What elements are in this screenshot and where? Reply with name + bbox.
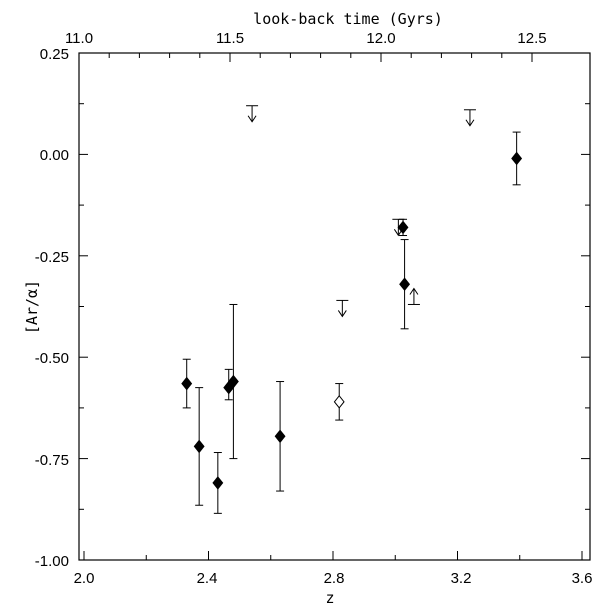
- y-axis-title: [Ar/α]: [23, 280, 41, 334]
- top-tick-label: 12.0: [366, 30, 395, 47]
- top-tick-labels: 11.0 11.5 12.0 12.5: [65, 30, 547, 47]
- y-tick-label: -0.75: [35, 452, 69, 469]
- axis-ticks: [78, 52, 590, 561]
- y-tick-label: 0.00: [40, 147, 69, 164]
- data-point-diamond: [181, 376, 193, 391]
- data-point-diamond: [227, 374, 239, 389]
- top-tick-label: 12.5: [517, 30, 546, 47]
- y-tick-label: -1.00: [35, 553, 69, 570]
- x-axis-title: z: [325, 589, 334, 604]
- data-point-diamond: [212, 476, 224, 490]
- data-point-open-diamond: [333, 395, 345, 409]
- data-point-diamond: [397, 220, 409, 235]
- data-point-diamond: [399, 277, 411, 291]
- x-tick-label: 2.8: [324, 570, 345, 587]
- y-tick-label: -0.50: [35, 350, 69, 367]
- x-tick-label: 2.4: [197, 570, 218, 587]
- y-tick-label: 0.25: [40, 46, 69, 63]
- top-tick-label: 11.5: [216, 30, 244, 47]
- data-point-diamond: [193, 439, 205, 454]
- upper-limit-arrow: [393, 229, 403, 237]
- upper-limit-arrow: [337, 310, 347, 318]
- x-tick-labels: 2.0 2.4 2.8 3.2 3.6: [74, 570, 593, 587]
- lower-limit-arrow: [409, 287, 419, 295]
- data-point-diamond: [274, 429, 286, 444]
- upper-limit-arrow: [465, 119, 475, 127]
- data-point-diamond: [511, 151, 523, 166]
- x-tick-label: 2.0: [74, 570, 95, 587]
- top-axis-title: look-back time (Gyrs): [253, 10, 443, 28]
- plot-frame: [78, 52, 591, 561]
- data-marks: [181, 105, 523, 514]
- x-tick-label: 3.6: [572, 570, 593, 587]
- y-tick-label: -0.25: [35, 249, 69, 266]
- y-tick-labels: -1.00 -0.75 -0.50 -0.25 0.00 0.25: [35, 46, 69, 570]
- top-tick-label: 11.0: [65, 30, 93, 47]
- x-tick-label: 3.2: [451, 570, 472, 587]
- upper-limit-arrow: [247, 115, 257, 123]
